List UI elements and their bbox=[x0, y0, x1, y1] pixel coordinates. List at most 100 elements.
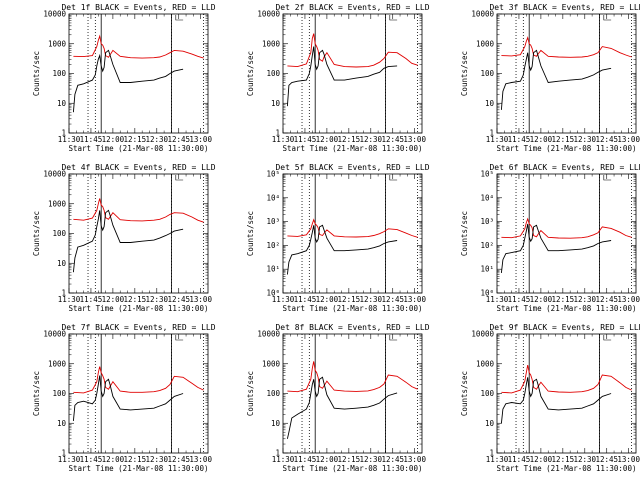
x-tick-label: 11:45 bbox=[508, 135, 531, 144]
series-line-lld bbox=[73, 366, 204, 394]
x-tick-label: 11:45 bbox=[80, 295, 103, 304]
x-tick-label: 12:30 bbox=[574, 295, 597, 304]
panel-8: Det 8f BLACK = Events, RED = LLD 1 10 100 10… bbox=[246, 323, 430, 473]
panel-title: Det 9f BLACK = Events, RED = LLD bbox=[489, 323, 640, 332]
x-tick-label: 12:30 bbox=[574, 135, 597, 144]
corner-mark bbox=[603, 175, 612, 181]
y-tick-label: 10⁴ bbox=[266, 193, 280, 202]
y-axis-label: Counts/sec bbox=[32, 211, 41, 256]
y-tick-label: 10000 bbox=[257, 10, 280, 19]
y-tick-label: 10 bbox=[57, 419, 67, 428]
corner-mark bbox=[175, 175, 184, 181]
x-axis-label: Start Time (21-Mar-08 11:30:00) bbox=[497, 304, 637, 313]
y-tick-label: 10³ bbox=[480, 217, 494, 226]
series-line-lld bbox=[287, 361, 418, 393]
x-tick-label: 11:45 bbox=[508, 455, 531, 464]
series-line-events bbox=[500, 377, 612, 424]
y-tick-label: 10⁵ bbox=[480, 170, 494, 179]
y-tick-label: 100 bbox=[266, 389, 280, 398]
corner-mark bbox=[175, 15, 184, 21]
y-tick-label: 10 bbox=[57, 99, 67, 108]
panel-title: Det 2f BLACK = Events, RED = LLD bbox=[275, 3, 429, 12]
x-tick-label: 12:00 bbox=[102, 295, 125, 304]
y-tick-label: 10³ bbox=[266, 217, 280, 226]
x-tick-label: 12:45 bbox=[381, 455, 404, 464]
panel-5: Det 5f BLACK = Events, RED = LLD 10⁰ 10¹ 10… bbox=[246, 163, 430, 313]
y-tick-label: 10² bbox=[266, 241, 280, 250]
x-tick-label: 13:00 bbox=[617, 455, 640, 464]
x-tick-label: 13:00 bbox=[617, 135, 640, 144]
x-axis-label: Start Time (21-Mar-08 11:30:00) bbox=[497, 144, 637, 153]
x-tick-label: 13:00 bbox=[189, 455, 212, 464]
series-line-events bbox=[500, 49, 612, 110]
y-tick-label: 10¹ bbox=[266, 265, 280, 274]
y-tick-label: 10⁰ bbox=[266, 289, 280, 298]
x-axis-label: Start Time (21-Mar-08 11:30:00) bbox=[283, 144, 423, 153]
x-tick-label: 12:45 bbox=[381, 295, 404, 304]
x-axis-label: Start Time (21-Mar-08 11:30:00) bbox=[497, 464, 637, 473]
x-tick-label: 11:30 bbox=[272, 135, 295, 144]
y-axis-label: Counts/sec bbox=[32, 371, 41, 416]
plot-frame bbox=[496, 13, 637, 134]
x-tick-label: 13:00 bbox=[617, 295, 640, 304]
series-line-events bbox=[286, 46, 398, 107]
plot-frame bbox=[282, 173, 423, 294]
x-axis-label: Start Time (21-Mar-08 11:30:00) bbox=[283, 464, 423, 473]
y-tick-label: 100 bbox=[266, 69, 280, 78]
y-tick-label: 1000 bbox=[476, 39, 495, 48]
corner-mark bbox=[603, 15, 612, 21]
series-line-events bbox=[500, 223, 612, 273]
corner-mark bbox=[389, 175, 398, 181]
panel-7: Det 7f BLACK = Events, RED = LLD 1 10 100 10… bbox=[32, 323, 216, 473]
plot-frame bbox=[282, 333, 423, 454]
x-tick-label: 12:45 bbox=[167, 455, 190, 464]
x-tick-label: 12:00 bbox=[316, 295, 339, 304]
y-tick-label: 1 bbox=[61, 129, 66, 138]
x-tick-label: 11:30 bbox=[58, 455, 81, 464]
x-tick-label: 12:15 bbox=[338, 455, 361, 464]
series-line-lld bbox=[287, 33, 418, 68]
y-tick-label: 10 bbox=[485, 99, 495, 108]
x-tick-label: 12:00 bbox=[102, 135, 125, 144]
x-axis-label: Start Time (21-Mar-08 11:30:00) bbox=[69, 144, 209, 153]
y-tick-label: 10⁵ bbox=[266, 170, 280, 179]
x-tick-label: 12:00 bbox=[316, 455, 339, 464]
series-line-lld bbox=[287, 218, 418, 238]
x-tick-label: 12:00 bbox=[530, 295, 553, 304]
y-axis-label: Counts/sec bbox=[460, 51, 469, 96]
y-axis-label: Counts/sec bbox=[460, 371, 469, 416]
plot-frame bbox=[282, 13, 423, 134]
corner-mark bbox=[389, 335, 398, 341]
plot-frame bbox=[496, 173, 637, 294]
x-tick-label: 13:00 bbox=[403, 135, 426, 144]
y-tick-label: 10⁰ bbox=[480, 289, 494, 298]
x-tick-label: 12:45 bbox=[595, 295, 618, 304]
series-line-events bbox=[72, 375, 184, 421]
y-tick-label: 10 bbox=[485, 419, 495, 428]
plot-frame bbox=[68, 13, 209, 134]
y-tick-label: 10000 bbox=[257, 330, 280, 339]
y-tick-label: 10000 bbox=[43, 10, 66, 19]
y-tick-label: 100 bbox=[52, 229, 66, 238]
series-line-events bbox=[72, 209, 184, 273]
panel-title: Det 5f BLACK = Events, RED = LLD bbox=[275, 163, 429, 172]
x-axis-label: Start Time (21-Mar-08 11:30:00) bbox=[283, 304, 423, 313]
series-line-lld bbox=[73, 198, 204, 223]
corner-mark bbox=[175, 335, 184, 341]
x-tick-label: 13:00 bbox=[403, 295, 426, 304]
x-tick-label: 11:30 bbox=[58, 135, 81, 144]
y-tick-label: 10 bbox=[271, 99, 281, 108]
panel-title: Det 8f BLACK = Events, RED = LLD bbox=[275, 323, 429, 332]
x-tick-label: 11:30 bbox=[58, 295, 81, 304]
x-tick-label: 12:30 bbox=[146, 455, 169, 464]
x-tick-label: 13:00 bbox=[189, 135, 212, 144]
y-tick-label: 10 bbox=[57, 259, 67, 268]
panel-title: Det 3f BLACK = Events, RED = LLD bbox=[489, 3, 640, 12]
x-tick-label: 12:45 bbox=[167, 295, 190, 304]
series-line-events bbox=[286, 376, 398, 439]
x-tick-label: 12:15 bbox=[124, 455, 147, 464]
x-tick-label: 11:45 bbox=[294, 455, 317, 464]
x-tick-label: 12:30 bbox=[360, 135, 383, 144]
panel-title: Det 7f BLACK = Events, RED = LLD bbox=[61, 323, 215, 332]
